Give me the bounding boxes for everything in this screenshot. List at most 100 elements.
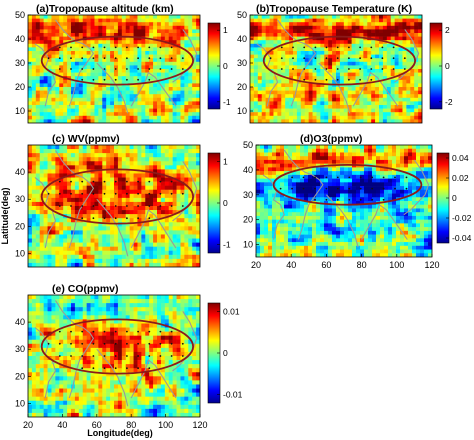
heat-cell <box>82 189 87 195</box>
heat-cell <box>336 112 341 117</box>
heat-cell <box>98 230 103 235</box>
heat-cell <box>372 189 377 194</box>
heat-cell <box>280 148 285 153</box>
heat-cell <box>74 29 80 34</box>
heat-cell <box>94 119 99 123</box>
heat-cell <box>47 177 52 182</box>
heat-cell <box>196 145 200 150</box>
heat-cell <box>364 159 369 164</box>
heat-cell <box>386 47 392 52</box>
heat-cell <box>153 250 158 256</box>
heat-cell <box>31 222 37 227</box>
heat-cell <box>160 51 166 55</box>
heat-cell <box>114 72 119 77</box>
heat-cell <box>392 186 397 191</box>
heat-cell <box>157 145 162 150</box>
heat-cell <box>261 22 266 27</box>
heat-cell <box>280 163 285 168</box>
heat-cell <box>300 182 305 187</box>
heat-cell <box>129 33 134 37</box>
heat-cell <box>149 189 154 195</box>
heat-cell <box>157 25 162 30</box>
heat-cell <box>406 76 411 81</box>
heat-cell <box>280 189 285 194</box>
heat-cell <box>396 148 401 153</box>
heat-cell <box>196 157 200 162</box>
heat-cell <box>157 15 162 19</box>
heat-cell <box>133 173 138 178</box>
heat-cell <box>110 18 115 23</box>
heat-cell <box>269 22 274 27</box>
heat-cell <box>117 153 123 158</box>
heat-cell <box>355 112 360 117</box>
heat-cell <box>149 181 154 186</box>
heat-cell <box>78 112 84 117</box>
heat-cell <box>102 226 107 231</box>
heat-cell <box>145 18 150 23</box>
heat-cell <box>63 97 68 102</box>
heat-cell <box>257 33 263 37</box>
heat-cell <box>55 250 60 256</box>
heat-cell <box>363 105 368 109</box>
heat-cell <box>250 65 255 70</box>
heat-cell <box>145 193 150 199</box>
heat-cell <box>376 163 381 168</box>
heat-cell <box>320 33 325 37</box>
heat-cell <box>352 182 357 187</box>
heat-cell <box>336 18 341 23</box>
heat-cell <box>336 87 341 91</box>
heat-cell <box>281 108 286 113</box>
heat-cell <box>102 119 107 123</box>
heat-cell <box>281 54 286 59</box>
heat-cell <box>388 159 393 164</box>
heat-cell <box>352 148 357 153</box>
heat-cell <box>71 90 76 95</box>
heat-cell <box>339 105 345 109</box>
heat-cell <box>308 83 313 88</box>
heat-cell <box>300 178 305 183</box>
heat-cell <box>149 65 154 70</box>
heat-cell <box>51 47 56 52</box>
heat-cell <box>137 201 142 207</box>
heat-cell <box>137 222 142 227</box>
heat-cell <box>172 40 177 45</box>
heat-cell <box>71 33 76 37</box>
heat-cell <box>360 189 365 194</box>
heat-cell <box>192 165 197 170</box>
coastline <box>318 62 351 114</box>
heat-cell <box>273 43 278 48</box>
heat-cell <box>35 210 41 215</box>
heat-cell <box>71 18 76 23</box>
heat-cell <box>420 163 425 168</box>
significance-dot <box>325 46 328 49</box>
heat-cell <box>110 65 115 70</box>
heat-cell <box>256 152 261 157</box>
heat-cell <box>176 79 181 84</box>
heat-cell <box>117 18 123 23</box>
heat-cell <box>359 112 364 117</box>
heat-cell <box>176 119 181 123</box>
heat-cell <box>90 112 95 117</box>
heat-cell <box>250 54 255 59</box>
heat-cell <box>340 178 345 183</box>
heat-cell <box>90 83 95 88</box>
heat-cell <box>192 15 197 19</box>
heat-cell <box>390 112 395 117</box>
heat-cell <box>141 33 146 37</box>
heat-cell <box>133 101 138 106</box>
heat-cell <box>55 87 60 91</box>
heat-cell <box>256 186 261 191</box>
heat-cell <box>35 18 41 23</box>
heat-cell <box>412 193 417 198</box>
heat-cell <box>250 18 255 23</box>
heat-cell <box>273 115 278 120</box>
heat-cell <box>196 33 200 37</box>
heat-cell <box>110 201 115 207</box>
heat-cell <box>360 159 365 164</box>
heat-cell <box>296 156 301 161</box>
heat-cell <box>164 108 170 113</box>
heat-cell <box>141 15 146 19</box>
heat-cell <box>268 174 273 179</box>
heat-cell <box>125 51 130 55</box>
heat-cell <box>316 65 321 70</box>
